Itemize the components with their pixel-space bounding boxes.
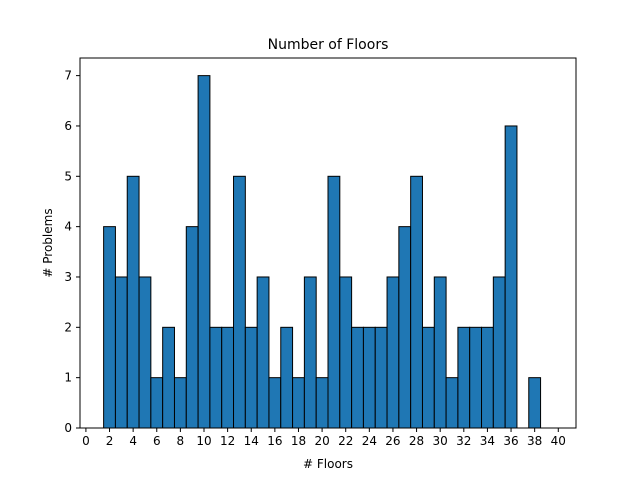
chart-title: Number of Floors — [268, 37, 389, 53]
x-tick-label: 30 — [433, 434, 448, 448]
y-tick-label: 3 — [64, 270, 72, 284]
y-tick-label: 1 — [64, 371, 72, 385]
y-tick-label: 5 — [64, 169, 72, 183]
bar-12 — [221, 326, 235, 429]
x-tick-label: 22 — [338, 434, 353, 448]
bar-26 — [386, 276, 400, 429]
x-tick-label: 2 — [106, 434, 114, 448]
x-tick-label: 26 — [385, 434, 400, 448]
x-axis-ticks: 0 2 4 6 8 10 12 14 16 18 20 22 24 26 28 30 32 34 36 38 40 — [82, 428, 566, 448]
bar-34 — [481, 326, 494, 429]
bar-15 — [256, 276, 270, 429]
bar-27 — [398, 226, 412, 429]
bar-5 — [138, 276, 152, 429]
bar-30 — [433, 276, 447, 429]
bar-36 — [504, 125, 518, 429]
bar-38 — [528, 377, 542, 429]
bar-31 — [445, 377, 459, 429]
bar-11 — [209, 326, 223, 429]
x-tick-label: 0 — [82, 434, 90, 448]
x-tick-label: 20 — [314, 434, 329, 448]
y-axis-label: # Problems — [41, 208, 55, 277]
y-axis-ticks: 0 1 2 3 4 5 6 7 — [64, 69, 80, 435]
x-tick-label: 14 — [244, 434, 259, 448]
x-tick-label: 6 — [153, 434, 161, 448]
x-tick-label: 38 — [527, 434, 542, 448]
x-tick-label: 12 — [220, 434, 235, 448]
plot-frame — [79, 57, 577, 429]
y-tick-label: 6 — [64, 119, 72, 133]
x-tick-label: 4 — [129, 434, 137, 448]
x-tick-label: 40 — [551, 434, 566, 448]
x-tick-label: 16 — [267, 434, 282, 448]
bar-29 — [421, 326, 435, 429]
x-tick-label: 8 — [177, 434, 185, 448]
x-tick-label: 28 — [409, 434, 424, 448]
bar-13 — [233, 175, 246, 429]
bars-group — [91, 75, 553, 429]
bar-28 — [410, 175, 423, 429]
bar-33 — [469, 326, 483, 429]
bar-8 — [173, 377, 187, 429]
bar-9 — [185, 226, 199, 429]
bar-25 — [374, 326, 388, 429]
y-tick-label: 2 — [64, 320, 72, 334]
bar-19 — [303, 276, 317, 429]
bar-14 — [244, 326, 258, 429]
bar-18 — [292, 377, 305, 429]
bar-3 — [114, 276, 128, 429]
bar-4 — [126, 175, 140, 429]
bar-20 — [315, 377, 329, 429]
y-tick-label: 4 — [64, 220, 72, 234]
y-tick-label: 0 — [64, 421, 72, 435]
bar-16 — [268, 377, 282, 429]
bar-6 — [150, 377, 164, 429]
bar-22 — [339, 276, 353, 429]
bar-2 — [103, 226, 116, 429]
bar-23 — [351, 326, 364, 429]
bar-35 — [492, 276, 506, 429]
y-tick-label: 7 — [64, 69, 72, 83]
x-tick-label: 34 — [480, 434, 495, 448]
x-axis-label: # Floors — [303, 457, 353, 471]
bar-21 — [327, 175, 341, 429]
x-tick-label: 10 — [196, 434, 211, 448]
bar-7 — [162, 326, 175, 429]
x-tick-label: 18 — [291, 434, 306, 448]
bar-17 — [280, 326, 294, 429]
x-tick-label: 24 — [362, 434, 377, 448]
x-tick-label: 36 — [503, 434, 518, 448]
bar-32 — [457, 326, 471, 429]
bar-24 — [362, 326, 376, 429]
x-tick-label: 32 — [456, 434, 471, 448]
bar-10 — [197, 75, 211, 429]
